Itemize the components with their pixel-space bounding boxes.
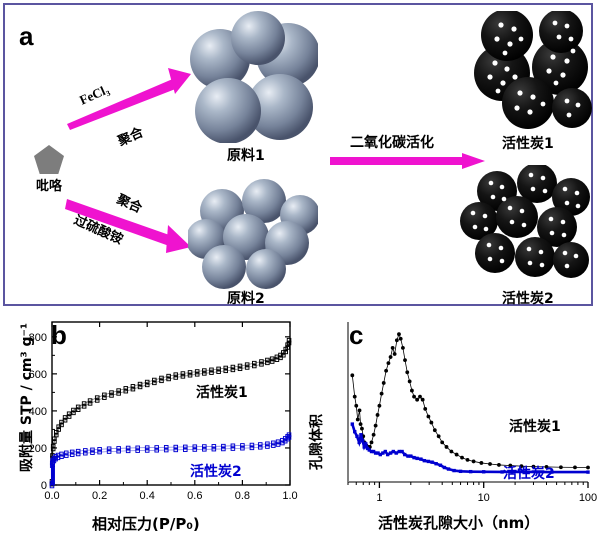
panel-b-isotherm-chart: 0.0 0.2 0.4 0.6 0.8 1.0 0 200 400 600 800	[0, 310, 300, 540]
panel-b-series-label-ac2: 活性炭2	[190, 464, 242, 480]
svg-text:800: 800	[29, 332, 47, 344]
cluster-precursor-2-label: 原料2	[227, 291, 265, 307]
svg-text:600: 600	[29, 369, 47, 381]
svg-text:400: 400	[29, 406, 47, 418]
panel-b-series-label-ac1: 活性炭1	[196, 385, 248, 401]
panel-c-letter: c	[349, 320, 364, 350]
panel-b-letter: b	[51, 320, 67, 350]
panel-c-series-label-ac2: 活性炭2	[503, 466, 555, 482]
cluster-activated-carbon-2-label: 活性炭2	[502, 291, 554, 307]
cluster-precursor-1-label: 原料1	[227, 148, 265, 164]
svg-text:0: 0	[41, 480, 47, 492]
panel-b-x-axis-title: 相对压力(P/P₀)	[92, 515, 200, 533]
svg-text:10: 10	[478, 492, 490, 504]
svg-text:0.6: 0.6	[187, 490, 202, 502]
arrow-co2-top-label: 二氧化碳活化	[350, 135, 434, 151]
svg-text:200: 200	[29, 443, 47, 455]
cluster-activated-carbon-1-label: 活性炭1	[502, 136, 554, 152]
svg-text:1: 1	[376, 492, 382, 504]
pore-size-plot-svg: 1 10 100	[347, 322, 597, 504]
svg-text:100: 100	[579, 492, 597, 504]
panel-a-letter: a	[19, 21, 34, 51]
panel-c-y-axis-title: 孔隙体积	[309, 414, 325, 470]
arrow-co2	[330, 153, 485, 169]
cluster-activated-carbon-1	[457, 11, 592, 133]
panel-a-schematic: a 吡咯 FeCl₃ 聚合 聚合 过硫酸铵	[3, 3, 593, 307]
svg-text:0.2: 0.2	[92, 490, 107, 502]
svg-text:0.4: 0.4	[140, 490, 155, 502]
isotherm-plot-svg: 0.0 0.2 0.4 0.6 0.8 1.0 0 200 400 600 800	[29, 321, 298, 502]
pyrrole-monomer-group: 吡咯	[19, 145, 79, 194]
pyrrole-label: 吡咯	[35, 179, 62, 194]
svg-text:0.0: 0.0	[44, 490, 59, 502]
pentagon-icon	[34, 145, 64, 174]
arrow-aps	[65, 195, 195, 257]
cluster-precursor-1	[188, 11, 318, 143]
panel-b-y-axis-title: 吸附量 STP / cm³ g⁻¹	[19, 322, 35, 472]
panel-c-series-label-ac1: 活性炭1	[509, 419, 561, 435]
arrow-fecl3	[65, 68, 195, 130]
panel-c-pore-size-chart: 1 10 100	[300, 310, 600, 540]
svg-text:0.8: 0.8	[235, 490, 250, 502]
panel-c-x-axis-title: 活性炭孔隙大小（nm）	[378, 514, 540, 532]
svg-text:1.0: 1.0	[282, 490, 297, 502]
cluster-activated-carbon-2	[457, 165, 592, 285]
cluster-precursor-2	[188, 177, 318, 289]
